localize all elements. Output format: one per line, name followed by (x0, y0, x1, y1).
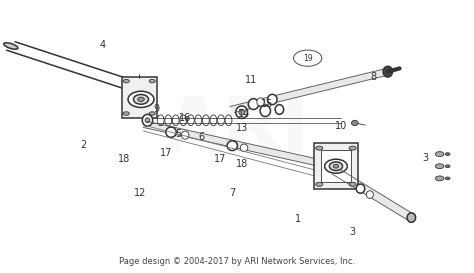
Ellipse shape (182, 131, 189, 139)
Ellipse shape (333, 164, 339, 168)
Text: 2: 2 (81, 140, 87, 150)
Polygon shape (143, 121, 343, 171)
Ellipse shape (329, 162, 343, 171)
Text: 4: 4 (100, 40, 106, 50)
Text: Page design © 2004-2017 by ARI Network Services, Inc.: Page design © 2004-2017 by ARI Network S… (119, 257, 355, 266)
Ellipse shape (325, 159, 347, 173)
Ellipse shape (142, 114, 153, 126)
Text: 13: 13 (236, 123, 248, 133)
Bar (121, 77, 157, 118)
Ellipse shape (349, 146, 356, 150)
Text: 18: 18 (118, 155, 130, 164)
Text: 12: 12 (134, 188, 146, 198)
Circle shape (293, 50, 322, 66)
Text: 11: 11 (245, 75, 257, 85)
Ellipse shape (248, 99, 259, 109)
Text: 10: 10 (335, 121, 347, 131)
Ellipse shape (268, 94, 277, 105)
Text: 16: 16 (179, 112, 191, 123)
Ellipse shape (145, 118, 150, 123)
Text: 5: 5 (175, 129, 181, 139)
Text: 17: 17 (160, 148, 173, 158)
Ellipse shape (349, 182, 356, 186)
Text: 3: 3 (349, 227, 356, 237)
Ellipse shape (123, 79, 129, 83)
Ellipse shape (137, 97, 144, 102)
Text: 3: 3 (422, 153, 428, 163)
Ellipse shape (383, 66, 392, 77)
Ellipse shape (166, 127, 176, 137)
Ellipse shape (445, 165, 450, 168)
Text: 19: 19 (303, 54, 312, 63)
Ellipse shape (316, 146, 323, 150)
Ellipse shape (445, 177, 450, 180)
Ellipse shape (123, 112, 129, 115)
Ellipse shape (352, 120, 358, 126)
Ellipse shape (356, 184, 365, 193)
Polygon shape (230, 69, 390, 112)
Bar (320, 150, 351, 182)
Ellipse shape (239, 109, 245, 115)
Ellipse shape (436, 176, 444, 181)
Ellipse shape (149, 79, 155, 83)
Polygon shape (332, 170, 416, 220)
Ellipse shape (257, 98, 264, 106)
Ellipse shape (149, 112, 155, 115)
Ellipse shape (436, 152, 444, 156)
Text: 1: 1 (295, 214, 301, 224)
Text: 9: 9 (154, 105, 160, 114)
Ellipse shape (436, 164, 444, 169)
Text: 8: 8 (371, 72, 377, 82)
Bar (314, 143, 358, 189)
Ellipse shape (407, 213, 416, 222)
Text: 17: 17 (214, 154, 227, 164)
Ellipse shape (445, 153, 450, 155)
Ellipse shape (4, 43, 18, 49)
Text: ARI: ARI (164, 94, 310, 168)
Ellipse shape (236, 106, 247, 118)
Ellipse shape (227, 141, 237, 150)
Ellipse shape (316, 182, 323, 186)
Ellipse shape (366, 191, 374, 198)
Ellipse shape (128, 91, 154, 108)
Ellipse shape (275, 105, 283, 114)
Text: 18: 18 (236, 159, 248, 168)
Text: 15: 15 (262, 99, 274, 109)
Ellipse shape (240, 144, 248, 152)
Text: 14: 14 (238, 109, 250, 118)
Ellipse shape (260, 105, 271, 117)
Text: 6: 6 (199, 132, 205, 141)
Ellipse shape (134, 94, 148, 104)
Text: 7: 7 (229, 188, 236, 198)
